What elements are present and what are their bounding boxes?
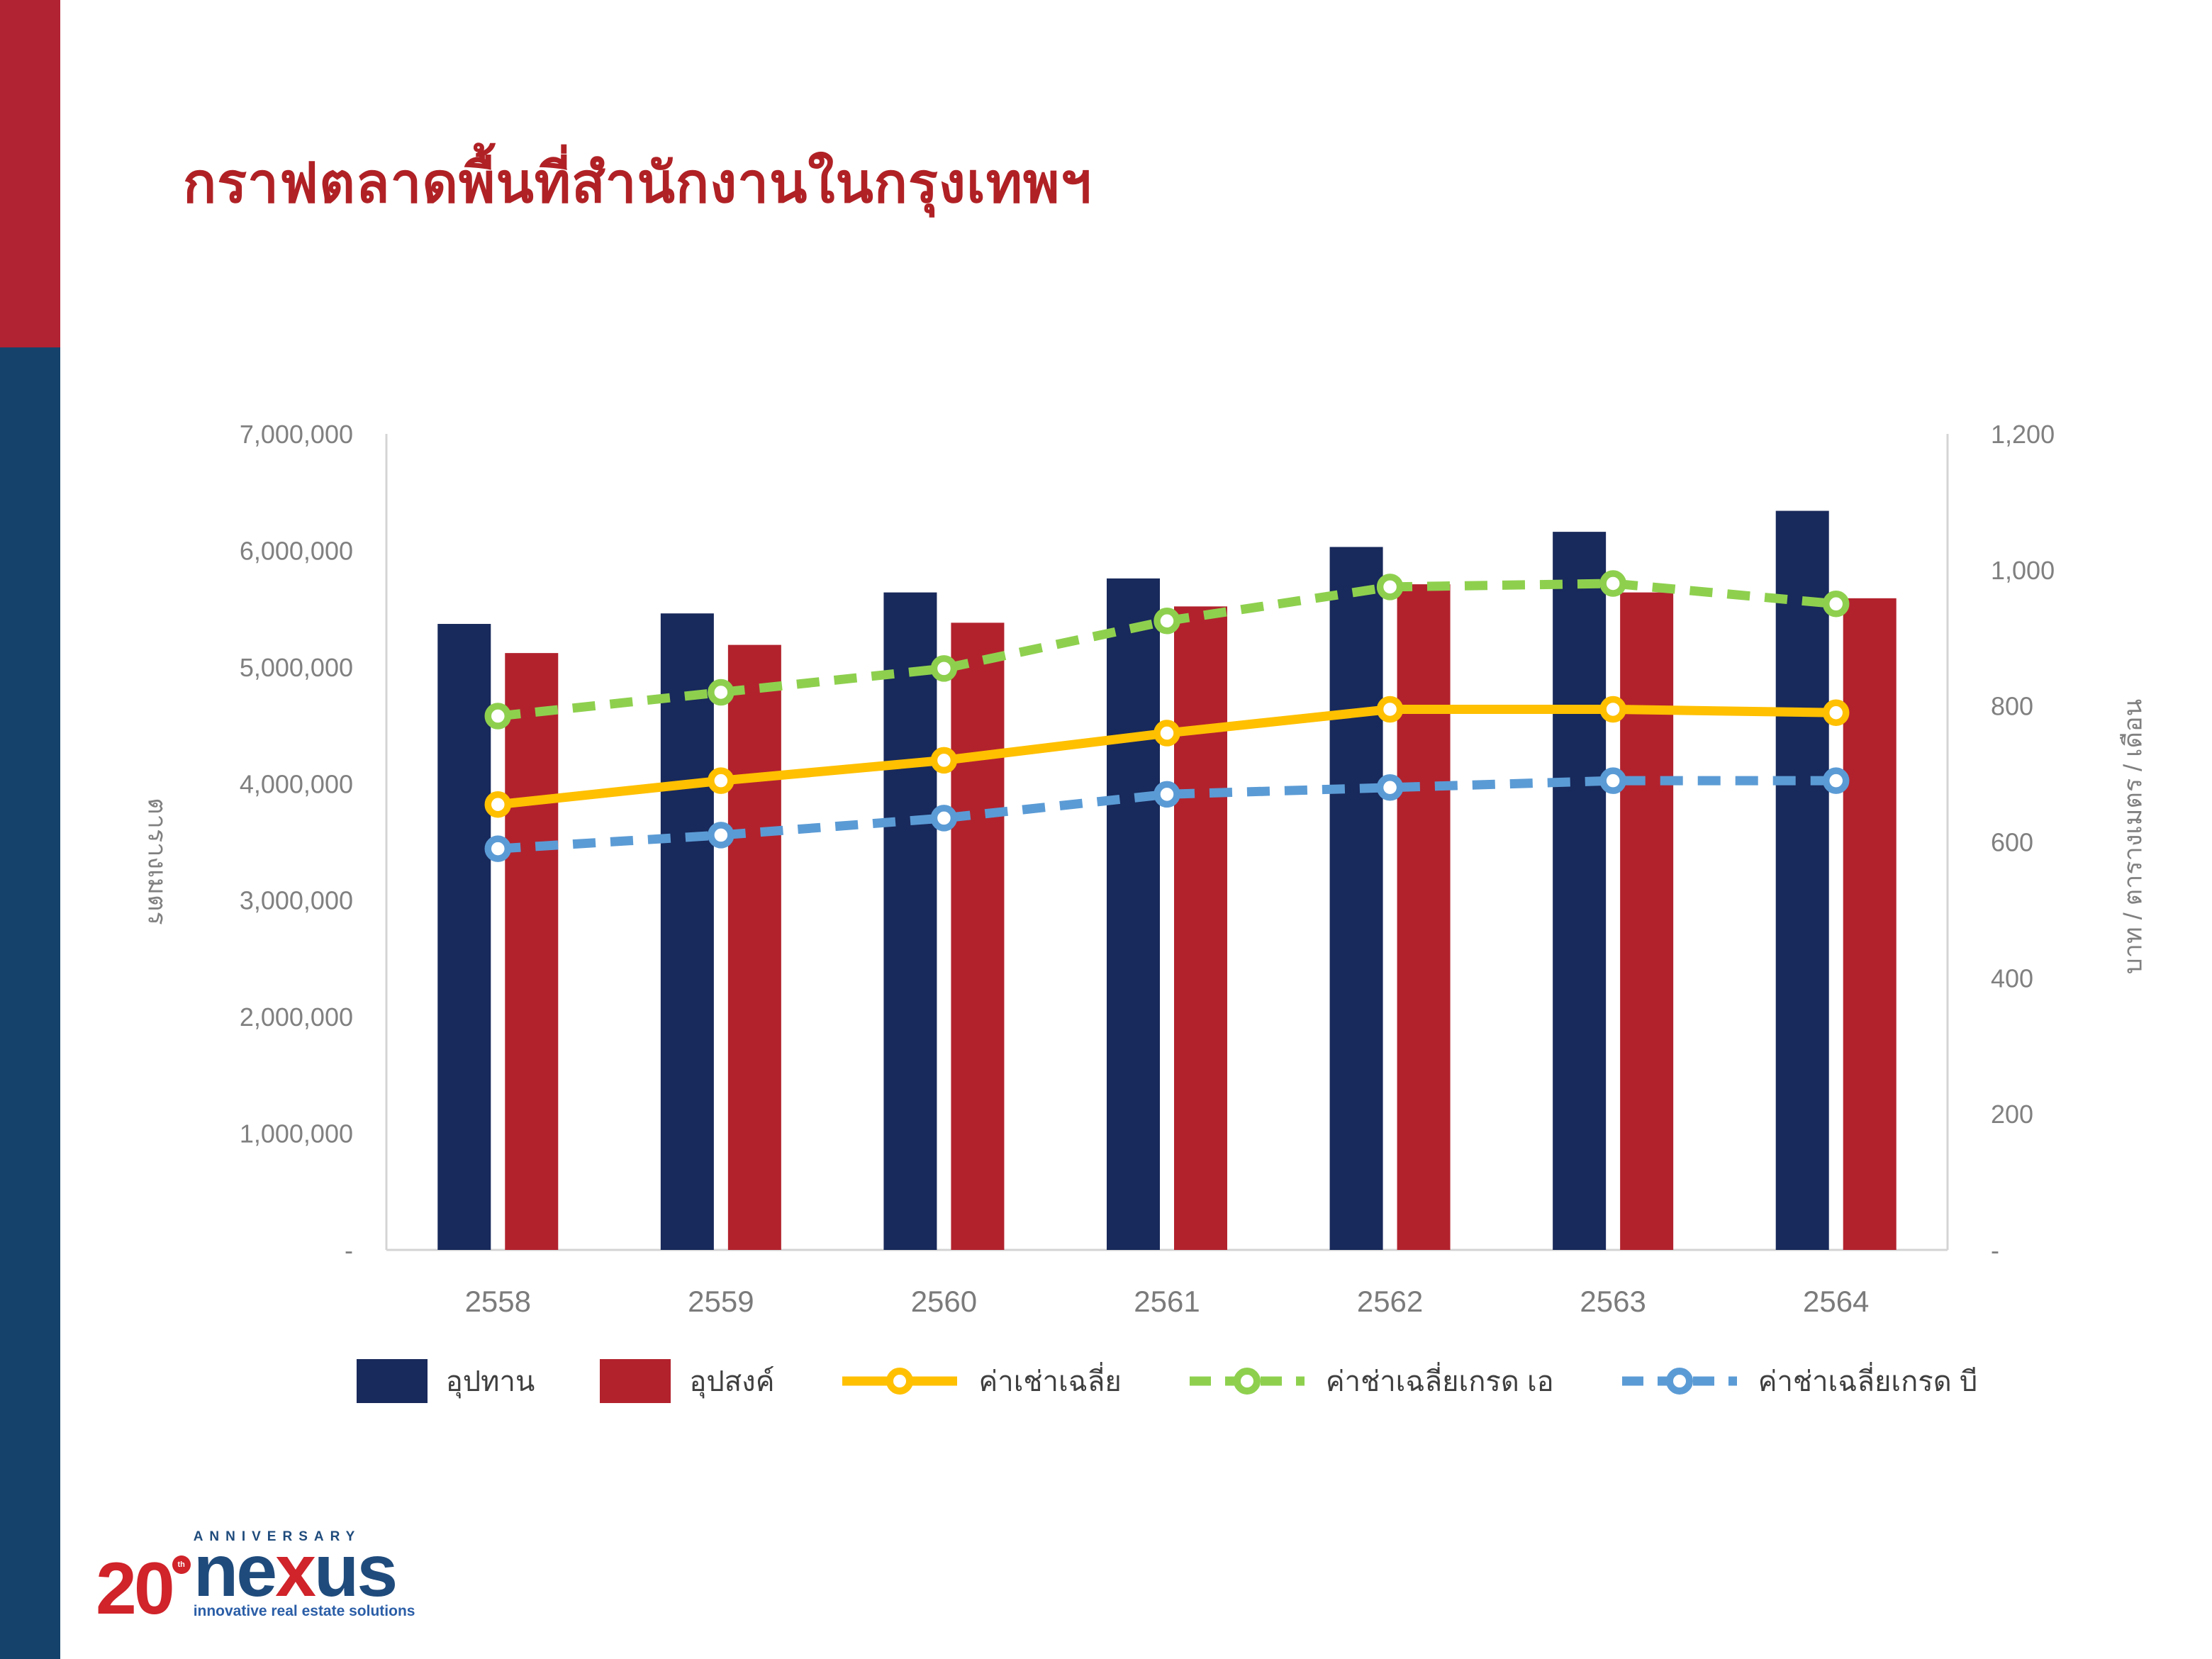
logo-20-number: 20: [96, 1547, 175, 1630]
nexus-logo: 20 th ANNIVERSARY nexus innovative real …: [96, 1530, 415, 1630]
marker-series-0-2562: [1376, 696, 1404, 723]
marker-series-2-2562: [1376, 774, 1404, 801]
y-axis-tick-right: 600: [1991, 828, 2033, 857]
y-axis-tick-right: 1,200: [1991, 420, 2055, 449]
bar-demand-2563: [1620, 592, 1674, 1250]
marker-series-0-2561: [1154, 720, 1180, 747]
logo-brand-us: us: [313, 1530, 398, 1612]
marker-series-0-2560: [930, 747, 958, 774]
bar-supply-2563: [1553, 532, 1607, 1250]
chart-legend: อุปทาน อุปสงค์ ค่าเช่าเฉลี่ย ค่าช่าเฉลี่ยเก…: [356, 1358, 1977, 1404]
y-axis-tick-left: 4,000,000: [240, 769, 353, 798]
y-axis-tick-left: 3,000,000: [240, 886, 353, 915]
y-axis-tick-left: -: [345, 1236, 353, 1265]
x-axis-label: 2564: [1803, 1285, 1869, 1318]
logo-tagline-text: innovative real estate solutions: [193, 1602, 415, 1619]
legend-item-3: ค่าช่าเฉลี่ยเกรด เอ: [1187, 1358, 1554, 1404]
marker-series-0-2559: [708, 767, 734, 794]
logo-20-block: 20 th: [96, 1547, 191, 1630]
bar-demand-2559: [727, 644, 781, 1250]
marker-series-0-2563: [1599, 696, 1626, 723]
y-axis-tick-left: 1,000,000: [240, 1119, 353, 1149]
y-axis-tick-right: -: [1991, 1236, 1999, 1265]
y-axis-tick-right: 400: [1991, 963, 2033, 993]
marker-series-2-2561: [1154, 781, 1180, 808]
logo-text-block: ANNIVERSARY nexus innovative real estate…: [194, 1530, 415, 1619]
marker-series-2-2560: [930, 805, 958, 832]
logo-brand-ne: ne: [193, 1530, 277, 1612]
x-axis-label: 2558: [465, 1285, 531, 1318]
x-axis-label: 2562: [1357, 1285, 1423, 1318]
x-axis-label: 2561: [1134, 1285, 1200, 1318]
page-title: กราฟตลาดพื้นที่สำนักงานในกรุงเทพฯ: [183, 152, 1093, 214]
marker-series-0-2558: [484, 791, 512, 818]
x-axis-label: 2559: [688, 1285, 754, 1318]
y-axis-tick-right: 200: [1991, 1100, 2033, 1129]
bar-demand-2564: [1843, 598, 1897, 1250]
logo-brand-x: x: [275, 1530, 316, 1612]
bar-demand-2561: [1174, 606, 1227, 1250]
legend-label: ค่าเช่าเฉลี่ย: [978, 1366, 1122, 1397]
sidebar-accent-navy: [0, 347, 60, 1659]
bar-demand-2562: [1397, 584, 1451, 1250]
marker-series-2-2558: [484, 835, 512, 862]
marker-series-2-2564: [1822, 767, 1850, 794]
bar-supply-2564: [1775, 510, 1829, 1250]
y-axis-tick-right: 1,000: [1991, 556, 2055, 585]
legend-label: อุปทาน: [445, 1366, 535, 1397]
marker-series-1-2562: [1376, 574, 1404, 601]
legend-label: ค่าช่าเฉลี่ยเกรด บี: [1758, 1366, 1978, 1397]
legend-swatch-icon: [356, 1359, 428, 1403]
logo-th-badge: th: [172, 1555, 191, 1574]
bar-supply-2560: [883, 592, 937, 1250]
bar-supply-2562: [1329, 547, 1383, 1250]
marker-series-2-2563: [1599, 767, 1626, 794]
x-axis-label: 2563: [1580, 1285, 1646, 1318]
marker-series-1-2561: [1154, 608, 1180, 635]
marker-series-2-2559: [708, 822, 734, 849]
y-axis-tick-left: 7,000,000: [240, 420, 353, 449]
bar-supply-2561: [1107, 578, 1160, 1250]
marker-series-1-2560: [930, 655, 958, 682]
bar-demand-2560: [951, 622, 1005, 1250]
legend-label: อุปสงค์: [689, 1366, 775, 1397]
legend-line-marker-icon: [1189, 1368, 1305, 1395]
marker-series-1-2564: [1822, 591, 1850, 618]
y-axis-tick-left: 6,000,000: [240, 536, 353, 565]
sidebar-accent-red: [0, 0, 60, 347]
y-axis-tick-left: 2,000,000: [240, 1002, 353, 1032]
legend-line-marker-icon: [1621, 1368, 1737, 1395]
legend-item-0: อุปทาน: [356, 1358, 535, 1404]
legend-label: ค่าช่าเฉลี่ยเกรด เอ: [1325, 1366, 1554, 1397]
y-axis-tick-right: 800: [1991, 692, 2033, 721]
logo-brand-text: nexus: [194, 1534, 398, 1608]
bar-supply-2559: [660, 613, 714, 1250]
x-axis-label: 2560: [911, 1285, 977, 1318]
marker-series-1-2563: [1599, 570, 1626, 597]
y-axis-tick-left: 5,000,000: [240, 653, 353, 682]
marker-series-1-2559: [708, 678, 734, 706]
legend-line-marker-icon: [842, 1368, 958, 1395]
bar-supply-2558: [437, 624, 491, 1250]
bar-demand-2558: [505, 653, 559, 1250]
legend-item-1: อุปสงค์: [600, 1358, 774, 1404]
marker-series-0-2564: [1822, 699, 1850, 727]
legend-swatch-icon: [600, 1359, 671, 1403]
legend-item-4: ค่าช่าเฉลี่ยเกรด บี: [1619, 1358, 1978, 1404]
marker-series-1-2558: [484, 703, 512, 730]
logo-anniversary-text: ANNIVERSARY: [193, 1529, 362, 1544]
legend-item-2: ค่าเช่าเฉลี่ย: [839, 1358, 1122, 1404]
